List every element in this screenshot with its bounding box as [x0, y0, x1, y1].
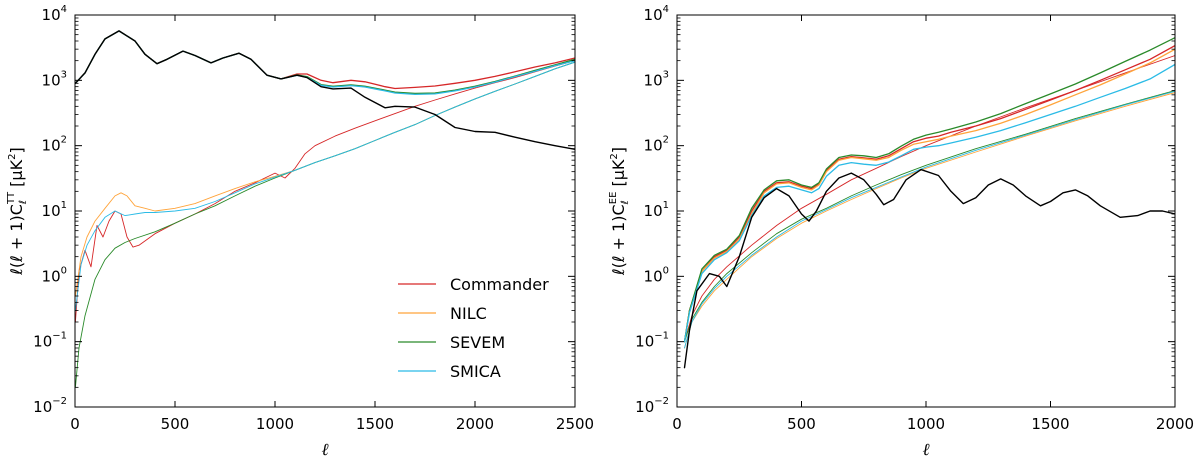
y-tick-label: 104: [42, 4, 67, 24]
y-tick-label: 10−1: [33, 331, 67, 351]
y-tick-label: 102: [644, 135, 669, 155]
y-tick-label: 10−2: [33, 396, 67, 416]
panel-right-ee: 0 500 1000 1500 200010−210−1100101102103104 …: [608, 4, 1194, 460]
legend: Commander NILC SEVEM SMICA: [398, 275, 549, 381]
series-smica-line: [683, 63, 1175, 343]
series-sevem-line: [75, 30, 575, 95]
legend-label-nilc: NILC: [450, 304, 487, 323]
legend-label-commander: Commander: [450, 275, 549, 294]
series-layer: [75, 30, 575, 388]
ticks-layer: 0 500 1000 1500 2000 10−2 10−1 100 101 102 103 104: [635, 4, 1194, 433]
x-tick-label: 1000: [256, 415, 294, 433]
x-tick-label: 2000: [456, 415, 494, 433]
series-smica-noise-line: [684, 90, 1175, 349]
x-tick-label: 1500: [356, 415, 394, 433]
series-nilc-noise-line: [75, 61, 575, 297]
x-axis-label: ℓ: [321, 440, 328, 460]
x-tick-label: 500: [787, 415, 816, 433]
legend-label-smica: SMICA: [450, 362, 501, 381]
series-sevem-line: [683, 37, 1175, 343]
x-tick-label: 0: [70, 415, 80, 433]
panel-left-tt: 0 500 1000 1500 2000 2500 10−2 10−1 100 101 102 103…: [6, 4, 594, 460]
y-axis-label: ℓ(ℓ + 1)CℓEE [μK2]: [608, 147, 631, 276]
series-smica-noise-line: [75, 61, 575, 311]
series-sevem-noise-line: [684, 90, 1175, 343]
ticks-layer: 0 500 1000 1500 2000 2500 10−2 10−1 100 101 102 103…: [33, 4, 594, 433]
series-nilc-line: [75, 30, 575, 95]
series-theory-line: [75, 30, 575, 150]
x-tick-label: 2000: [1156, 415, 1194, 433]
y-axis-label: ℓ(ℓ + 1)CℓTT [μK2]: [6, 147, 29, 275]
x-tick-label: 1000: [907, 415, 945, 433]
series-nilc-line: [683, 48, 1175, 343]
x-axis-label: ℓ: [922, 440, 929, 460]
x-tick-label: 2500: [556, 415, 594, 433]
y-tick-label: 10−2: [635, 396, 669, 416]
y-tick-label: 102: [42, 135, 67, 155]
y-tick-label: 103: [644, 69, 669, 89]
series-commander-noise-line: [684, 55, 1175, 343]
series-layer: [683, 37, 1175, 369]
y-tick-label: 101: [42, 200, 67, 220]
y-tick-label: 101: [644, 200, 669, 220]
y-tick-label: 10−1: [635, 331, 669, 351]
y-tick-label: 100: [644, 265, 669, 285]
x-tick-label: 1500: [1031, 415, 1069, 433]
y-tick-label: 103: [42, 69, 67, 89]
series-commander-noise-line: [75, 60, 575, 323]
series-theory-line: [683, 168, 1175, 369]
y-tick-label: 100: [42, 265, 67, 285]
series-nilc-noise-line: [684, 92, 1175, 349]
x-tick-label: 0: [672, 415, 682, 433]
series-commander-line: [683, 44, 1175, 343]
y-tick-label: 104: [644, 4, 669, 24]
x-tick-label: 500: [161, 415, 190, 433]
legend-label-sevem: SEVEM: [450, 333, 505, 352]
